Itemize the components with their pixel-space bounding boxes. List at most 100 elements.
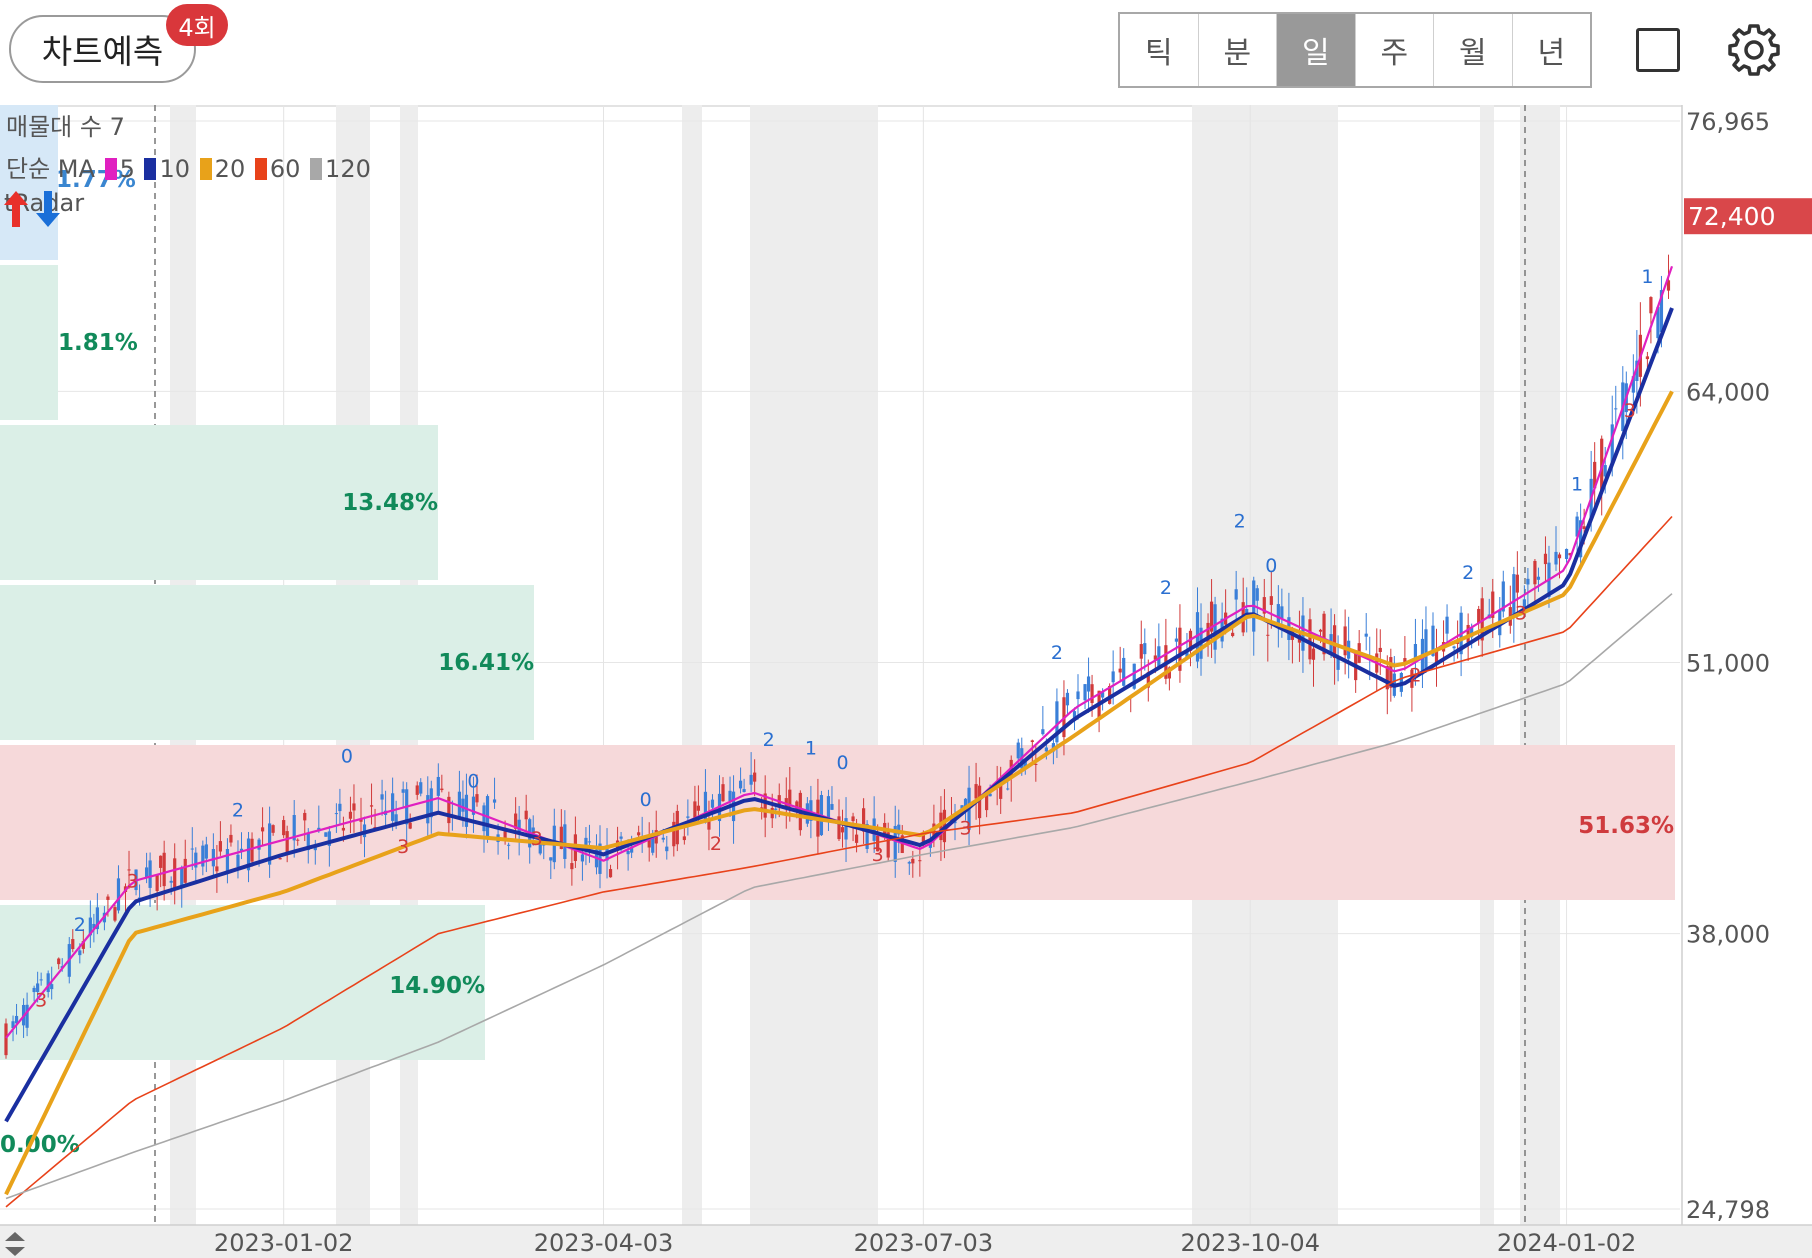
candle-body [763,793,767,818]
candle-body [682,836,686,841]
candle-body [1413,644,1418,660]
candle-body [447,796,451,824]
radar-signal: 0 [467,770,479,792]
candle-body [1656,306,1660,339]
volume-profile-legend: 매물대 수 7 [6,113,125,141]
stock-chart[interactable]: 1.77% 1.81% 13.48% 16.41% 51.63% 14.90% 0.00% … [0,105,1812,1258]
current-price-label: 72,400 [1688,202,1775,231]
candle-body [352,803,356,811]
candle-body [285,831,289,853]
candle-body [921,834,925,843]
candle-body [1543,553,1548,565]
candle-body [341,827,346,831]
candle-body [306,832,310,851]
tab-tick[interactable]: 틱 [1120,14,1199,86]
tab-week[interactable]: 주 [1356,14,1434,86]
volume-profile-percent: 14.90% [389,973,485,999]
candle-body [1554,551,1558,565]
ma120-label: 120 [325,155,371,183]
chart-canvas[interactable]: 1.77%1.81%13.48%16.41%51.63%14.90%0.00% … [0,105,1812,1258]
candle-body [1470,627,1474,638]
tab-day[interactable]: 일 [1277,14,1356,86]
volume-profile-percent: 51.63% [1578,813,1674,839]
candle-body [830,804,834,810]
x-tick-label: 2023-01-02 [214,1229,353,1257]
candle-body [774,808,778,810]
tab-year[interactable]: 년 [1537,36,1566,71]
candle-body [1083,684,1087,701]
x-axis-area [0,1225,1812,1258]
radar-signal: 2 [1160,577,1172,599]
candle-body [1582,526,1586,529]
candle-body [1659,290,1664,333]
candle-body [851,816,855,822]
chart-predict-button[interactable]: 차트예측 [9,15,196,83]
candle-body [78,950,82,956]
y-tick-label: 24,798 [1686,1196,1770,1224]
candle-body [1600,438,1604,491]
candle-body [651,834,655,853]
radar-signal: 3 [1624,400,1636,422]
ma10-label: 10 [159,155,191,183]
candle-body [559,826,563,849]
candle-body [1512,574,1516,619]
candle-body [183,858,187,883]
radar-signal: 0 [640,789,652,811]
shade-band [682,105,702,1225]
candle-body [190,848,194,850]
candle-body [180,868,184,888]
x-tick-label: 2023-10-04 [1180,1229,1319,1257]
candle-body [542,844,546,846]
fullscreen-square-icon[interactable] [1636,28,1680,72]
candle-body [953,821,957,824]
candle-body [173,858,177,890]
candle-body [517,819,521,834]
candle-body [893,825,897,862]
volume-profile-bar [0,265,58,420]
candle-body [348,811,353,819]
ma120-swatch [310,158,323,180]
candle-body [1118,668,1122,673]
candle-body [1322,613,1326,655]
candle-body [116,878,121,911]
candle-body [1209,601,1214,632]
gear-icon[interactable] [1726,22,1782,78]
volume-profile-percent: 1.81% [58,330,138,356]
radar-signal: 2 [1051,642,1063,664]
volume-profile-percent: 1.77% [56,167,136,193]
candle-body [482,805,486,832]
candle-body [1533,560,1537,585]
candle-body [1167,667,1171,679]
radar-signal: 0 [341,746,353,768]
candle-body [862,808,866,832]
y-tick-label: 76,965 [1686,108,1770,136]
candle-body [1645,356,1649,360]
candle-body [999,780,1003,799]
candle-body [1526,578,1530,585]
candle-body [1593,461,1597,489]
candle-body [113,907,117,921]
chart-header: 차트예측 4회 틱 분 일 주 월 년 [0,0,1812,107]
candle-body [1603,465,1607,477]
candle-body [1132,663,1136,689]
candle-body [1086,676,1091,692]
candle-body [1055,701,1059,743]
candle-body [1455,642,1460,644]
ma20-swatch [199,158,212,180]
candle-body [507,844,511,846]
candle-body [1308,619,1312,660]
candle-body [974,784,978,799]
scroll-updown-icon[interactable] [0,1228,30,1258]
candle-body [239,848,244,852]
candle-body [1006,788,1010,790]
candle-body [531,827,535,838]
ma-legend-label: 단순 MA [6,155,95,183]
ma60-swatch [254,158,267,180]
tab-minute[interactable]: 분 [1199,14,1277,86]
candle-body [960,805,964,809]
tab-month[interactable]: 월 [1434,14,1513,86]
candle-body [408,822,412,829]
radar-signal: 3 [35,989,47,1011]
candle-body [1262,597,1266,614]
candle-body [457,791,462,819]
